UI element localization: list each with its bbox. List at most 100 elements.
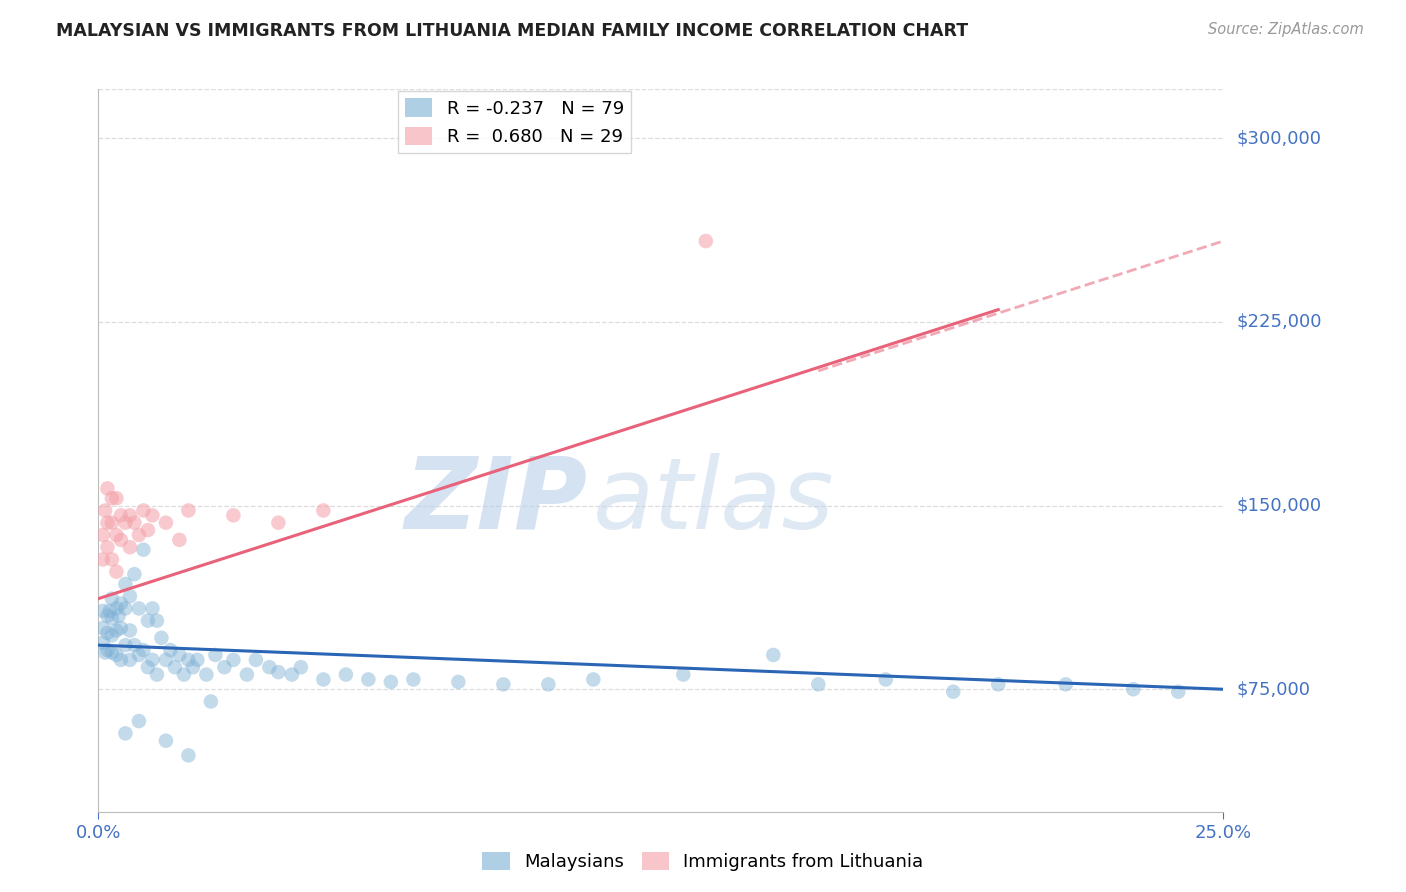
Point bbox=[155, 653, 177, 667]
Point bbox=[281, 667, 304, 681]
Point bbox=[94, 646, 117, 660]
Point bbox=[98, 604, 121, 618]
Point bbox=[181, 660, 204, 674]
Point bbox=[136, 523, 159, 537]
Point bbox=[101, 591, 124, 606]
Point bbox=[155, 733, 177, 747]
Point bbox=[96, 608, 118, 623]
Point bbox=[114, 638, 136, 652]
Point bbox=[128, 528, 150, 542]
Point bbox=[807, 677, 830, 691]
Text: atlas: atlas bbox=[593, 452, 835, 549]
Point bbox=[177, 503, 200, 517]
Point bbox=[124, 638, 146, 652]
Point bbox=[169, 533, 191, 547]
Point bbox=[1054, 677, 1077, 691]
Point bbox=[114, 601, 136, 615]
Point bbox=[1122, 682, 1144, 697]
Point bbox=[132, 503, 155, 517]
Point bbox=[159, 643, 181, 657]
Point bbox=[118, 624, 141, 638]
Point bbox=[290, 660, 312, 674]
Point bbox=[875, 673, 897, 687]
Point bbox=[101, 611, 124, 625]
Point bbox=[128, 648, 150, 662]
Point bbox=[380, 674, 402, 689]
Point bbox=[357, 673, 380, 687]
Text: ZIP: ZIP bbox=[405, 452, 588, 549]
Point bbox=[105, 491, 128, 506]
Point bbox=[582, 673, 605, 687]
Point bbox=[267, 665, 290, 679]
Point bbox=[91, 621, 114, 635]
Point bbox=[537, 677, 560, 691]
Point bbox=[267, 516, 290, 530]
Text: $300,000: $300,000 bbox=[1237, 129, 1322, 147]
Point bbox=[110, 653, 132, 667]
Point bbox=[222, 508, 245, 523]
Point bbox=[124, 567, 146, 582]
Point bbox=[91, 636, 114, 650]
Point bbox=[942, 684, 965, 698]
Point bbox=[128, 601, 150, 615]
Point bbox=[94, 503, 117, 517]
Point bbox=[186, 653, 208, 667]
Point bbox=[114, 726, 136, 740]
Point bbox=[200, 694, 222, 708]
Point bbox=[136, 660, 159, 674]
Point bbox=[128, 714, 150, 728]
Point bbox=[96, 540, 118, 554]
Point bbox=[141, 653, 163, 667]
Point bbox=[114, 516, 136, 530]
Point bbox=[312, 503, 335, 517]
Point bbox=[1167, 684, 1189, 698]
Point bbox=[101, 516, 124, 530]
Point bbox=[91, 552, 114, 566]
Point bbox=[987, 677, 1010, 691]
Point bbox=[105, 565, 128, 579]
Point bbox=[110, 621, 132, 635]
Point bbox=[101, 646, 124, 660]
Text: MALAYSIAN VS IMMIGRANTS FROM LITHUANIA MEDIAN FAMILY INCOME CORRELATION CHART: MALAYSIAN VS IMMIGRANTS FROM LITHUANIA M… bbox=[56, 22, 969, 40]
Point bbox=[91, 528, 114, 542]
Point bbox=[110, 597, 132, 611]
Point bbox=[118, 653, 141, 667]
Point bbox=[105, 528, 128, 542]
Point bbox=[245, 653, 267, 667]
Legend: R = -0.237   N = 79, R =  0.680   N = 29: R = -0.237 N = 79, R = 0.680 N = 29 bbox=[398, 91, 631, 153]
Point bbox=[236, 667, 259, 681]
Text: $150,000: $150,000 bbox=[1237, 497, 1322, 515]
Point bbox=[141, 601, 163, 615]
Point bbox=[259, 660, 281, 674]
Point bbox=[124, 516, 146, 530]
Point bbox=[110, 533, 132, 547]
Point bbox=[695, 234, 717, 248]
Point bbox=[155, 516, 177, 530]
Text: $75,000: $75,000 bbox=[1237, 681, 1310, 698]
Point bbox=[105, 601, 128, 615]
Point bbox=[146, 667, 169, 681]
Point bbox=[96, 516, 118, 530]
Text: Source: ZipAtlas.com: Source: ZipAtlas.com bbox=[1208, 22, 1364, 37]
Point bbox=[177, 653, 200, 667]
Point bbox=[204, 648, 226, 662]
Point bbox=[96, 482, 118, 496]
Point bbox=[492, 677, 515, 691]
Point bbox=[114, 577, 136, 591]
Point bbox=[96, 643, 118, 657]
Point bbox=[105, 648, 128, 662]
Point bbox=[101, 552, 124, 566]
Point bbox=[101, 628, 124, 642]
Point bbox=[91, 604, 114, 618]
Text: $225,000: $225,000 bbox=[1237, 313, 1322, 331]
Point bbox=[118, 540, 141, 554]
Point bbox=[96, 626, 118, 640]
Point bbox=[312, 673, 335, 687]
Point bbox=[195, 667, 218, 681]
Point bbox=[169, 648, 191, 662]
Point bbox=[402, 673, 425, 687]
Point bbox=[150, 631, 173, 645]
Point bbox=[110, 508, 132, 523]
Point bbox=[136, 614, 159, 628]
Point bbox=[118, 508, 141, 523]
